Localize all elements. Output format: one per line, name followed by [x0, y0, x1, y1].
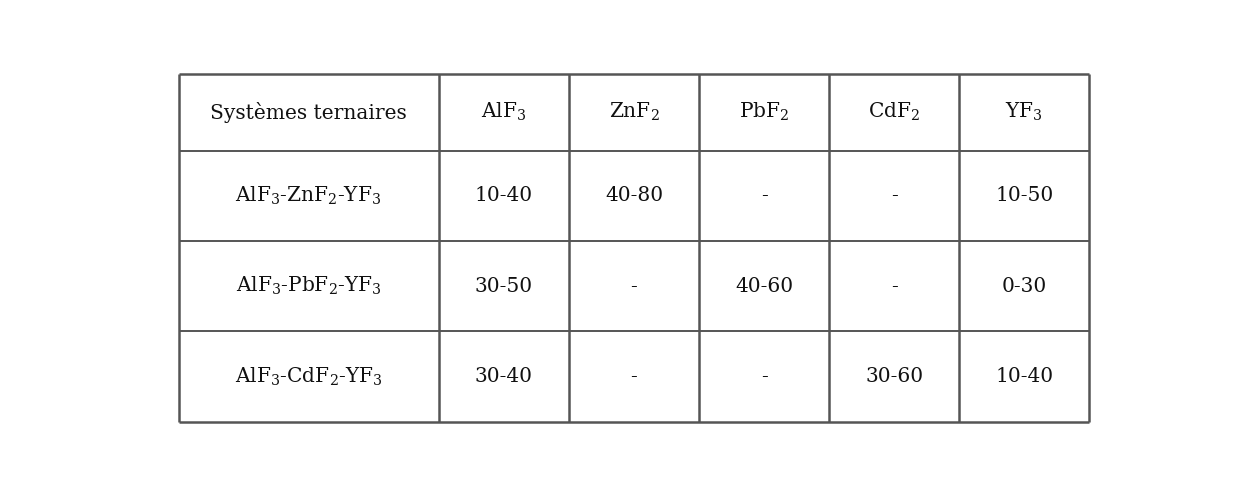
Text: 30-40: 30-40 — [475, 367, 533, 386]
Text: 40-80: 40-80 — [605, 186, 663, 205]
Text: AlF$_{\mathregular{3}}$-ZnF$_{\mathregular{2}}$-YF$_{\mathregular{3}}$: AlF$_{\mathregular{3}}$-ZnF$_{\mathregul… — [235, 185, 382, 207]
Text: AlF$_{\mathregular{3}}$: AlF$_{\mathregular{3}}$ — [481, 101, 527, 123]
Text: -: - — [891, 277, 898, 296]
Text: 30-60: 30-60 — [865, 367, 923, 386]
Text: -: - — [761, 186, 767, 205]
Text: 10-40: 10-40 — [996, 367, 1054, 386]
Text: ZnF$_{\mathregular{2}}$: ZnF$_{\mathregular{2}}$ — [609, 101, 659, 123]
Text: 0-30: 0-30 — [1002, 277, 1047, 296]
Text: -: - — [631, 277, 637, 296]
Text: 40-60: 40-60 — [735, 277, 793, 296]
Text: YF$_{\mathregular{3}}$: YF$_{\mathregular{3}}$ — [1006, 101, 1043, 123]
Text: 10-50: 10-50 — [995, 186, 1054, 205]
Text: PbF$_{\mathregular{2}}$: PbF$_{\mathregular{2}}$ — [738, 101, 789, 123]
Text: AlF$_{\mathregular{3}}$-CdF$_{\mathregular{2}}$-YF$_{\mathregular{3}}$: AlF$_{\mathregular{3}}$-CdF$_{\mathregul… — [235, 365, 382, 388]
Text: -: - — [891, 186, 898, 205]
Text: -: - — [631, 367, 637, 386]
Text: AlF$_{\mathregular{3}}$-PbF$_{\mathregular{2}}$-YF$_{\mathregular{3}}$: AlF$_{\mathregular{3}}$-PbF$_{\mathregul… — [236, 275, 382, 298]
Text: 10-40: 10-40 — [475, 186, 533, 205]
Text: -: - — [761, 367, 767, 386]
Text: Systèmes ternaires: Systèmes ternaires — [210, 102, 407, 123]
Text: CdF$_{\mathregular{2}}$: CdF$_{\mathregular{2}}$ — [868, 101, 920, 123]
Text: 30-50: 30-50 — [475, 277, 533, 296]
